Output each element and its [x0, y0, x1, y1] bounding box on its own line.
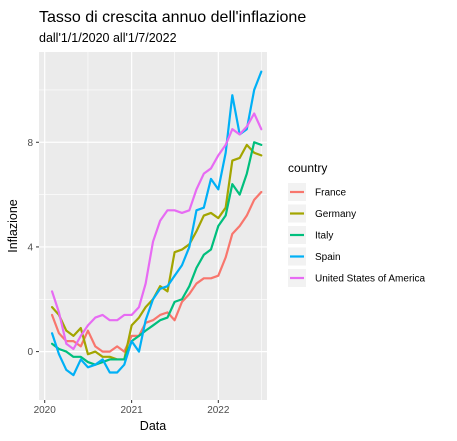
axis-ticks	[36, 141, 219, 403]
x-axis-title: Data	[140, 419, 166, 433]
x-tick-label: 2020	[34, 405, 57, 416]
y-axis-title: Inflazione	[6, 199, 20, 253]
chart-subtitle: dall'1/1/2020 all'1/7/2022	[39, 31, 177, 45]
x-tick-label: 2021	[121, 405, 144, 416]
y-tick-label: 4	[27, 242, 33, 253]
legend-label: France	[315, 188, 347, 199]
legend-label: United States of America	[315, 274, 425, 285]
series-lines	[50, 70, 263, 377]
y-tick-label: 8	[27, 138, 33, 149]
y-tick-label: 0	[27, 347, 33, 358]
series-line-italy	[50, 141, 263, 366]
chart-title: Tasso di crescita annuo dell'inflazione	[39, 9, 306, 26]
legend-title: country	[288, 161, 327, 175]
legend-label: Spain	[315, 252, 341, 263]
series-line-france	[50, 190, 263, 353]
minor-gridlines	[39, 52, 267, 400]
series-line-united-states-of-america	[50, 112, 263, 351]
legend: country France Germany Italy Spain United St…	[288, 161, 425, 287]
legend-label: Italy	[315, 231, 333, 242]
legend-label: Germany	[315, 209, 356, 220]
x-tick-label: 2022	[207, 405, 230, 416]
tick-labels: 2020 2021 2022 0 4 8	[27, 138, 229, 416]
